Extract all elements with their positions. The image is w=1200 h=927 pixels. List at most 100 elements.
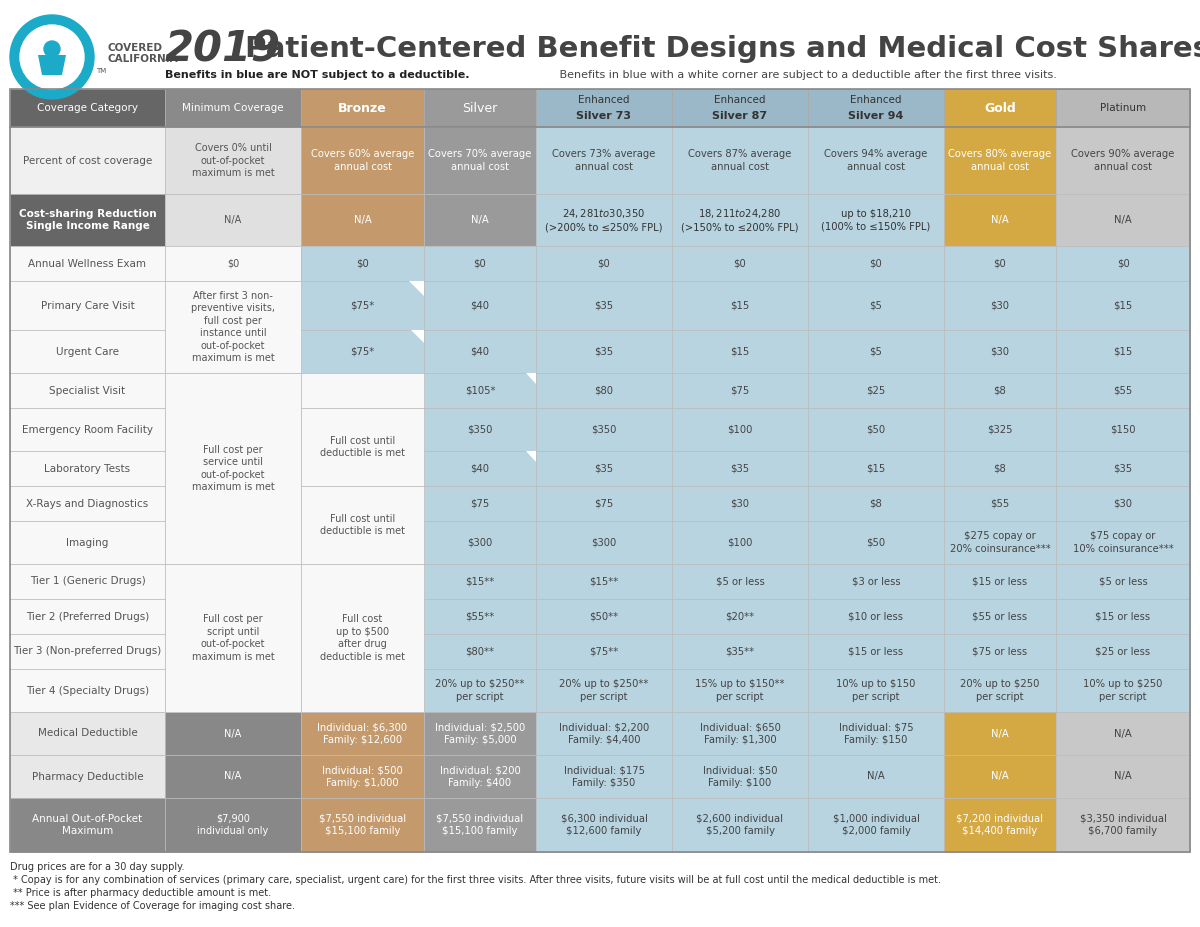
Text: $3,350 individual
$6,700 family: $3,350 individual $6,700 family [1080,814,1166,836]
Bar [536,599,672,634]
Text: Covers 73% average
annual cost: Covers 73% average annual cost [552,149,655,171]
Text: $20**: $20** [726,612,755,621]
Text: $2,600 individual
$5,200 family: $2,600 individual $5,200 family [696,814,784,836]
Bar [424,798,536,852]
Bar [808,194,944,246]
Text: $15: $15 [1114,347,1133,357]
Text: $25 or less: $25 or less [1096,646,1151,656]
Text: Imaging: Imaging [66,538,109,548]
Text: $7,200 individual
$14,400 family: $7,200 individual $14,400 family [956,814,1044,836]
Bar [301,281,424,330]
Bar [424,330,536,373]
Bar [10,89,166,127]
Text: Tier 1 (Generic Drugs): Tier 1 (Generic Drugs) [30,577,145,587]
Text: Benefits in blue are NOT subject to a deductible.: Benefits in blue are NOT subject to a de… [166,70,469,80]
Bar [301,127,424,194]
Text: Covers 70% average
annual cost: Covers 70% average annual cost [428,149,532,171]
Bar [301,634,424,669]
Bar [672,599,808,634]
Text: $5 or less: $5 or less [1099,577,1147,587]
Text: $15: $15 [1114,300,1133,311]
Bar [1056,712,1190,755]
Text: Pharmacy Deductible: Pharmacy Deductible [31,771,143,781]
Text: $7,550 individual
$15,100 family: $7,550 individual $15,100 family [319,814,406,836]
Polygon shape [526,451,536,462]
Bar [424,89,536,127]
Text: $0: $0 [1117,259,1129,269]
Text: $75**: $75** [589,646,619,656]
Bar [1056,451,1190,486]
Bar [1056,281,1190,330]
Text: Covers 87% average
annual cost: Covers 87% average annual cost [689,149,792,171]
Text: $35: $35 [731,464,750,474]
Text: Individual: $500
Family: $1,000: Individual: $500 Family: $1,000 [322,766,403,788]
Bar [536,712,672,755]
Bar [301,755,424,798]
Text: $0: $0 [994,259,1007,269]
Bar [166,194,301,246]
Bar [10,330,166,373]
Bar [1056,127,1190,194]
Bar [536,408,672,451]
Bar [424,451,536,486]
Bar [166,599,301,634]
Bar [1056,330,1190,373]
Text: N/A: N/A [991,729,1009,739]
Text: 20% up to $250
per script: 20% up to $250 per script [960,679,1039,702]
Text: $30: $30 [990,300,1009,311]
Text: N/A: N/A [1114,215,1132,225]
Text: $15**: $15** [466,577,494,587]
Text: Bronze: Bronze [338,101,386,115]
Bar [536,330,672,373]
Bar [944,246,1056,281]
Text: Covers 80% average
annual cost: Covers 80% average annual cost [948,149,1051,171]
Bar [808,451,944,486]
Bar [944,408,1056,451]
Text: Covers 94% average
annual cost: Covers 94% average annual cost [824,149,928,171]
Text: $35**: $35** [726,646,755,656]
Bar [166,521,301,564]
Text: N/A: N/A [224,215,241,225]
Bar [944,755,1056,798]
Bar [944,194,1056,246]
Bar [301,408,424,486]
Bar [1056,521,1190,564]
Text: $30: $30 [731,499,750,509]
Bar [672,194,808,246]
Text: $40: $40 [470,347,490,357]
Text: Full cost until
deductible is met: Full cost until deductible is met [320,436,406,458]
Text: *** See plan Evidence of Coverage for imaging cost share.: *** See plan Evidence of Coverage for im… [10,901,295,911]
Text: TM: TM [96,68,107,74]
Text: Cost-sharing Reduction
Single Income Range: Cost-sharing Reduction Single Income Ran… [19,209,156,231]
Text: $7,550 individual
$15,100 family: $7,550 individual $15,100 family [437,814,523,836]
Text: $0: $0 [733,259,746,269]
Bar [301,798,424,852]
Bar [1056,798,1190,852]
Text: $300: $300 [592,538,617,548]
Text: Laboratory Tests: Laboratory Tests [44,464,131,474]
Bar [808,755,944,798]
Text: Full cost per
script until
out-of-pocket
maximum is met: Full cost per script until out-of-pocket… [192,615,275,662]
Bar [424,127,536,194]
Bar [424,564,536,599]
Text: 20% up to $250**
per script: 20% up to $250** per script [559,679,649,702]
Text: $15: $15 [731,300,750,311]
Bar [301,521,424,564]
Bar [166,89,301,127]
Text: Annual Out-of-Pocket
Maximum: Annual Out-of-Pocket Maximum [32,814,143,836]
Text: Primary Care Visit: Primary Care Visit [41,300,134,311]
Bar [1056,373,1190,408]
Text: $275 copay or
20% coinsurance***: $275 copay or 20% coinsurance*** [949,531,1050,553]
Text: Full cost until
deductible is met: Full cost until deductible is met [320,514,406,536]
Text: $15 or less: $15 or less [1096,612,1151,621]
Text: $35: $35 [594,300,613,311]
Text: $150: $150 [1110,425,1135,435]
Bar [536,634,672,669]
Bar [301,486,424,564]
Bar [808,521,944,564]
Text: $24,281 to $30,350
(>200% to ≤250% FPL): $24,281 to $30,350 (>200% to ≤250% FPL) [545,208,662,233]
Text: $100: $100 [727,425,752,435]
Text: Enhanced: Enhanced [851,95,901,105]
Text: $30: $30 [1114,499,1133,509]
Text: $0: $0 [474,259,486,269]
